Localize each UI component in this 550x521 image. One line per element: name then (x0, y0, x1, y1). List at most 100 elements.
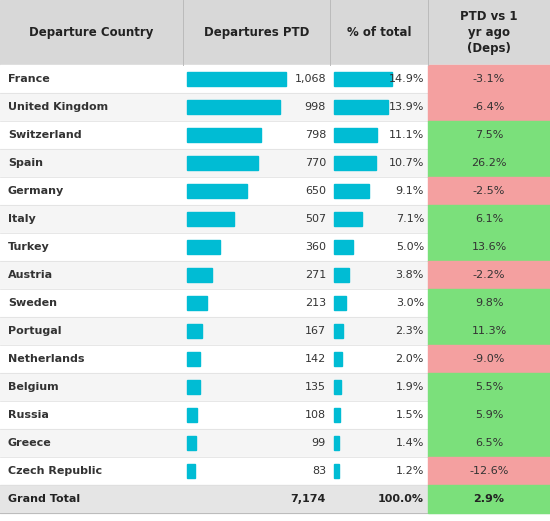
Text: Belgium: Belgium (8, 382, 59, 392)
Text: France: France (8, 74, 50, 84)
Text: 26.2%: 26.2% (471, 158, 507, 168)
Text: 2.9%: 2.9% (474, 494, 504, 504)
Bar (334, 436, 339, 450)
Bar (428, 485, 550, 513)
Bar (428, 317, 550, 344)
Text: 770: 770 (305, 158, 326, 168)
Bar (187, 380, 200, 394)
Text: Russia: Russia (8, 410, 49, 420)
Bar (428, 373, 550, 401)
Text: 83: 83 (312, 466, 326, 476)
Text: 2.0%: 2.0% (395, 354, 424, 364)
Bar (334, 128, 377, 142)
Bar (0, 0, 550, 65)
Bar (187, 352, 200, 366)
Text: 1.2%: 1.2% (395, 466, 424, 476)
Bar (428, 429, 550, 456)
Bar (0, 233, 550, 261)
Bar (187, 408, 197, 422)
Bar (187, 156, 258, 170)
Bar (334, 156, 376, 170)
Text: Sweden: Sweden (8, 298, 57, 308)
Bar (428, 149, 550, 177)
Text: Netherlands: Netherlands (8, 354, 85, 364)
Text: 11.3%: 11.3% (471, 326, 507, 336)
Bar (334, 240, 354, 254)
Bar (187, 436, 196, 450)
Text: 998: 998 (305, 102, 326, 112)
Text: -12.6%: -12.6% (469, 466, 509, 476)
Text: Czech Republic: Czech Republic (8, 466, 102, 476)
Bar (0, 177, 550, 205)
Text: 271: 271 (305, 270, 326, 280)
Text: 1,068: 1,068 (294, 74, 326, 84)
Text: 6.1%: 6.1% (475, 214, 503, 224)
Text: 14.9%: 14.9% (388, 74, 424, 84)
Text: 3.0%: 3.0% (396, 298, 424, 308)
Text: 5.9%: 5.9% (475, 410, 503, 420)
Text: 7.5%: 7.5% (475, 130, 503, 140)
Text: 108: 108 (305, 410, 326, 420)
Text: 5.0%: 5.0% (396, 242, 424, 252)
Text: 507: 507 (305, 214, 326, 224)
Bar (0, 205, 550, 233)
Text: Switzerland: Switzerland (8, 130, 81, 140)
Text: 11.1%: 11.1% (389, 130, 424, 140)
Bar (187, 72, 286, 86)
Bar (0, 261, 550, 289)
Text: -2.5%: -2.5% (473, 186, 505, 196)
Bar (0, 485, 550, 513)
Bar (428, 65, 550, 93)
Text: Grand Total: Grand Total (8, 494, 80, 504)
Bar (428, 345, 550, 373)
Bar (187, 464, 195, 478)
Text: Spain: Spain (8, 158, 43, 168)
Bar (428, 121, 550, 148)
Text: % of total: % of total (346, 26, 411, 39)
Bar (0, 65, 550, 93)
Bar (0, 93, 550, 121)
Bar (334, 324, 343, 338)
Bar (428, 233, 550, 260)
Bar (334, 352, 342, 366)
Bar (187, 100, 279, 114)
Bar (428, 261, 550, 289)
Text: Italy: Italy (8, 214, 36, 224)
Text: 7,174: 7,174 (290, 494, 326, 504)
Bar (428, 401, 550, 428)
Text: 99: 99 (312, 438, 326, 448)
Bar (187, 268, 212, 282)
Bar (334, 408, 340, 422)
Text: -6.4%: -6.4% (473, 102, 505, 112)
Bar (0, 121, 550, 149)
Text: Portugal: Portugal (8, 326, 62, 336)
Bar (0, 429, 550, 457)
Bar (428, 457, 550, 485)
Bar (187, 240, 221, 254)
Text: -9.0%: -9.0% (473, 354, 505, 364)
Bar (428, 205, 550, 232)
Text: 167: 167 (305, 326, 326, 336)
Bar (0, 317, 550, 345)
Text: Departures PTD: Departures PTD (204, 26, 309, 39)
Text: 100.0%: 100.0% (378, 494, 424, 504)
Bar (334, 212, 362, 226)
Text: 1.4%: 1.4% (395, 438, 424, 448)
Text: 9.8%: 9.8% (475, 298, 503, 308)
Text: 1.5%: 1.5% (396, 410, 424, 420)
Bar (334, 380, 342, 394)
Bar (0, 457, 550, 485)
Text: 9.1%: 9.1% (395, 186, 424, 196)
Text: Germany: Germany (8, 186, 64, 196)
Bar (428, 177, 550, 205)
Bar (0, 373, 550, 401)
Text: 142: 142 (305, 354, 326, 364)
Bar (187, 212, 234, 226)
Text: 3.8%: 3.8% (395, 270, 424, 280)
Text: -2.2%: -2.2% (473, 270, 505, 280)
Text: Greece: Greece (8, 438, 52, 448)
Text: 135: 135 (305, 382, 326, 392)
Text: 213: 213 (305, 298, 326, 308)
Text: 13.9%: 13.9% (389, 102, 424, 112)
Bar (187, 296, 207, 310)
